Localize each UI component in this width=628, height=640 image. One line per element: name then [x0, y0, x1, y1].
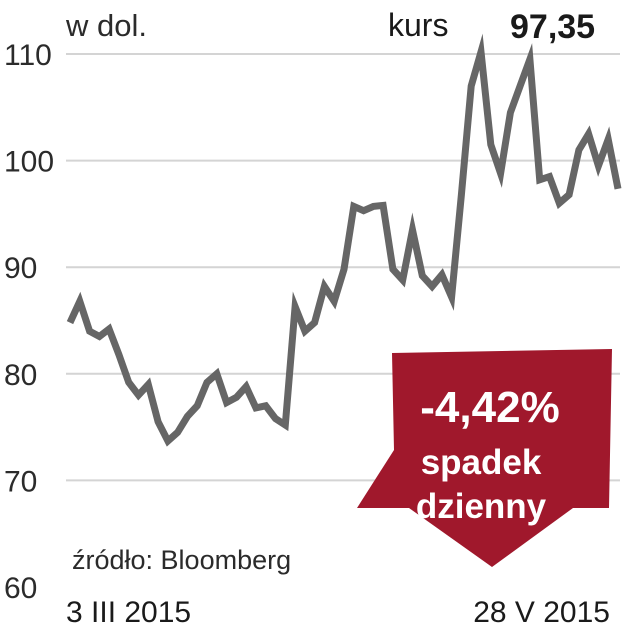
x-start-label: 3 III 2015: [66, 596, 191, 629]
badge-line1: spadek: [421, 443, 542, 482]
source-label: źródło: Bloomberg: [72, 545, 291, 575]
y-axis-ticks: 60 70 80 90 100 110: [4, 39, 54, 605]
y-tick-label: 90: [4, 252, 37, 285]
kurs-value: 97,35: [510, 8, 595, 46]
y-tick-label: 80: [4, 359, 37, 392]
series-line-0: [66, 33, 622, 447]
y-tick-label: 70: [4, 465, 37, 498]
series-layer: [66, 33, 622, 447]
badge-line2: dzienny: [416, 487, 547, 526]
badge-percent: -4,42%: [420, 383, 559, 432]
y-tick-label: 110: [4, 39, 52, 72]
daily-change-badge: -4,42% spadek dzienny: [357, 349, 612, 567]
x-end-label: 28 V 2015: [473, 596, 610, 629]
y-tick-label: 100: [4, 146, 54, 179]
y-tick-label: 60: [4, 572, 37, 605]
kurs-label: kurs: [388, 7, 448, 43]
down-arrow-badge-icon: [357, 349, 612, 567]
unit-label: w dol.: [65, 8, 147, 43]
